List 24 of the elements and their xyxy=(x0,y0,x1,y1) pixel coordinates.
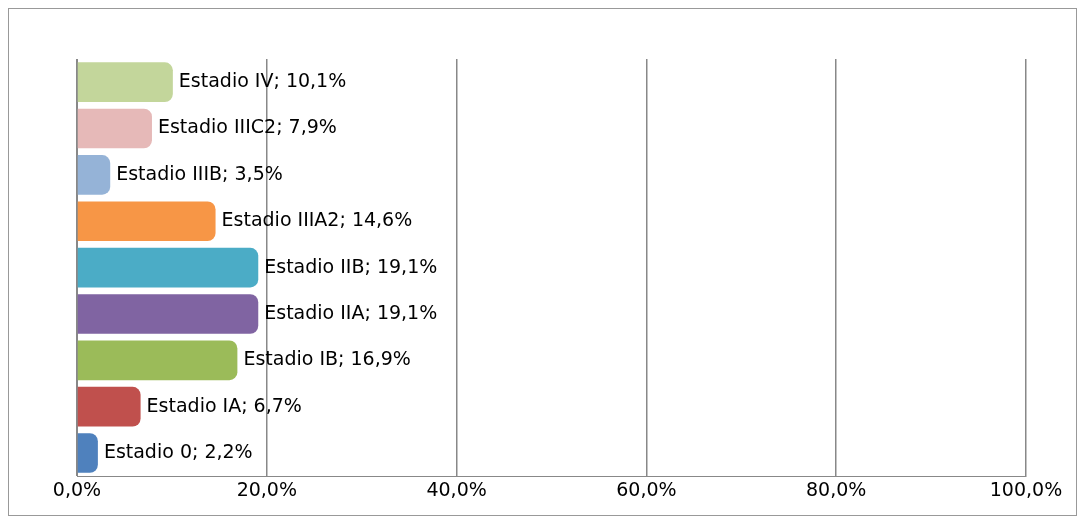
bar xyxy=(77,62,173,102)
x-tick-label: 20,0% xyxy=(236,477,297,500)
x-tick-label: 40,0% xyxy=(426,477,487,500)
bar xyxy=(77,155,111,195)
x-tick-label: 80,0% xyxy=(806,477,867,500)
bar xyxy=(77,386,141,427)
data-label: Estadio IV; 10,1% xyxy=(178,69,347,92)
bar xyxy=(77,201,216,242)
data-label: Estadio IIA; 19,1% xyxy=(264,300,438,323)
data-label: Estadio IIIB; 3,5% xyxy=(116,161,283,184)
data-label: Estadio IIIC2; 7,9% xyxy=(157,115,337,138)
bar xyxy=(77,294,259,334)
bar xyxy=(77,108,152,149)
bar xyxy=(77,340,238,381)
bar xyxy=(77,433,98,473)
data-label: Estadio IIB; 19,1% xyxy=(264,254,438,277)
data-label: Estadio 0; 2,2% xyxy=(103,439,253,462)
x-tick-label: 60,0% xyxy=(616,477,677,500)
data-label: Estadio IB; 16,9% xyxy=(243,347,411,370)
bar xyxy=(77,247,259,288)
data-label: Estadio IIIA2; 14,6% xyxy=(221,208,413,231)
x-tick-label: 0,0% xyxy=(52,477,102,500)
data-label: Estadio IA; 6,7% xyxy=(146,393,302,416)
x-tick-label: 100,0% xyxy=(989,477,1063,500)
